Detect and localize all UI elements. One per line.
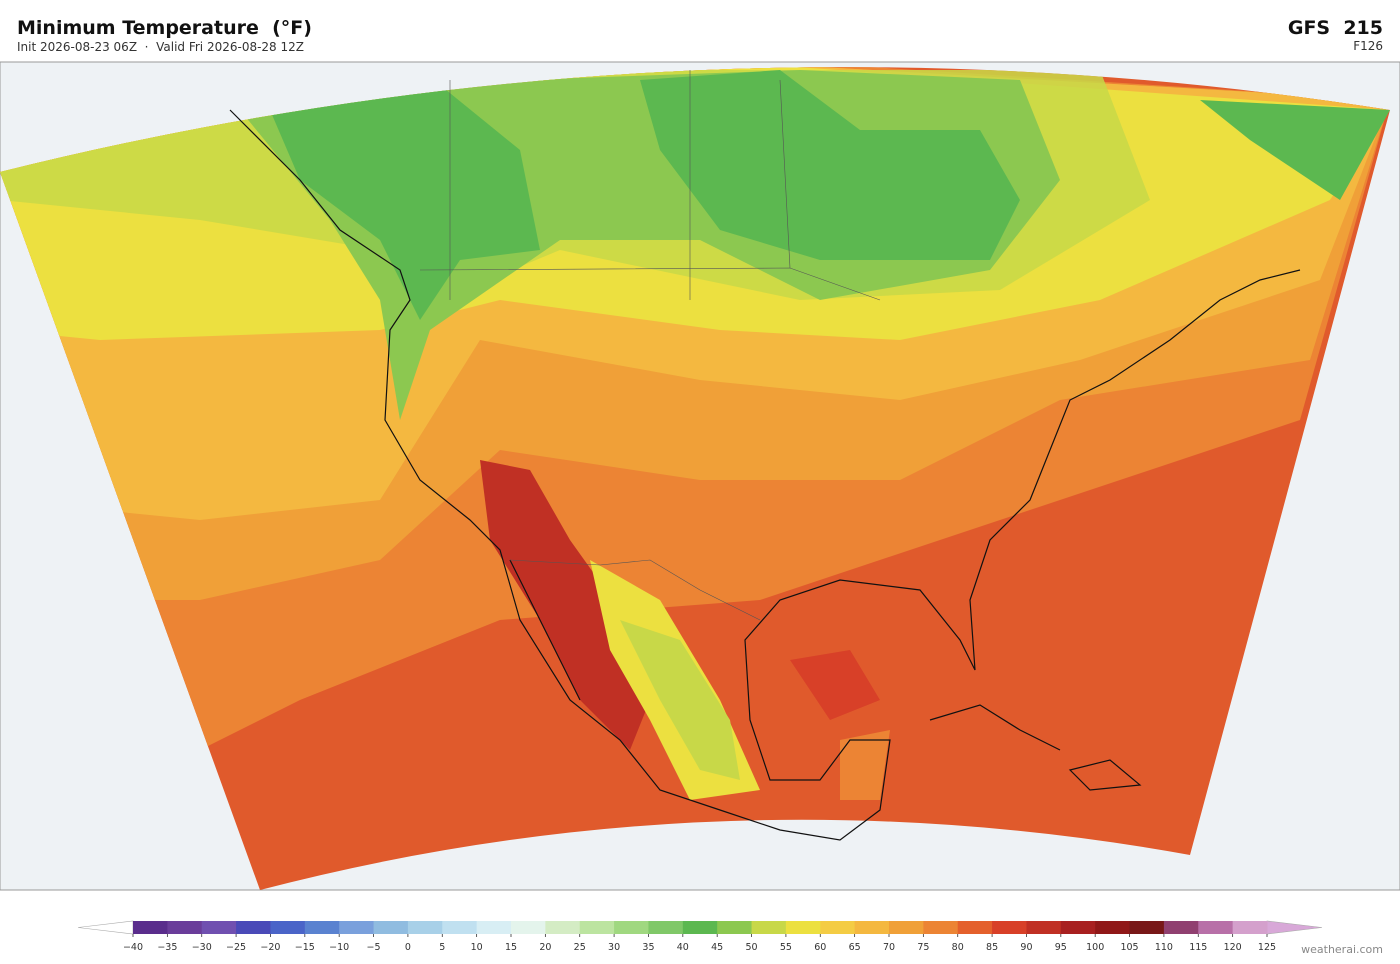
colorbar-tick-label: 100 [1086, 942, 1104, 953]
model-label: GFS 215 [1288, 17, 1383, 39]
colorbar-tick-label: 5 [439, 942, 445, 953]
colorbar-swatch [889, 921, 924, 934]
colorbar-tick-label: −25 [226, 942, 246, 953]
colorbar-swatch [373, 921, 409, 934]
colorbar-swatch [1026, 921, 1062, 934]
colorbar-swatch [820, 921, 856, 934]
colorbar-over [1266, 920, 1323, 935]
colorbar-tick-label: 40 [677, 942, 689, 953]
colorbar-swatch [545, 921, 581, 934]
title: Minimum Temperature (°F) [17, 17, 312, 39]
colorbar-tick-label: 90 [1020, 942, 1032, 953]
colorbar-swatch [1198, 921, 1234, 934]
colorbar-swatch [511, 921, 546, 934]
colorbar-swatch [339, 921, 375, 934]
colorbar-tick-label: 120 [1224, 942, 1242, 953]
colorbar-tick-label: 85 [986, 942, 998, 953]
colorbar-tick-label: −10 [329, 942, 349, 953]
colorbar-tick-label: −20 [260, 942, 280, 953]
colorbar-tick-label: 55 [780, 942, 792, 953]
colorbar-tick-label: −5 [367, 942, 381, 953]
colorbar-swatch [785, 921, 821, 934]
subtitle: Init 2026-08-23 06Z · Valid Fri 2026-08-… [17, 40, 304, 54]
colorbar-tick-label: 10 [471, 942, 483, 953]
colorbar-swatch [854, 921, 890, 934]
colorbar-tick-label: 50 [745, 942, 757, 953]
coastlines [229, 109, 1301, 841]
colorbar-swatch [1163, 921, 1199, 934]
colorbar-tick-label: 115 [1189, 942, 1207, 953]
colorbar-swatch [648, 921, 684, 934]
colorbar-tick-label: 125 [1258, 942, 1276, 953]
colorbar-tick-label: −35 [157, 942, 177, 953]
colorbar-swatch [304, 921, 340, 934]
colorbar-under [77, 920, 134, 935]
colorbar-swatch [751, 921, 787, 934]
colorbar-tick-label: 30 [608, 942, 620, 953]
colorbar-swatch [167, 921, 203, 934]
colorbar-swatch [1232, 921, 1268, 934]
colorbar-tick-label: 20 [539, 942, 551, 953]
colorbar-tick-label: 75 [917, 942, 929, 953]
colorbar-swatch [923, 921, 959, 934]
colorbar-tick-label: −15 [295, 942, 315, 953]
colorbar: −40 −35 −30 −25 −20 −15 −10 −5 0 5 10 15 20 25 30 35 40 4… [77, 920, 1323, 953]
colorbar-swatch [133, 921, 168, 934]
colorbar-tick-label: 110 [1155, 942, 1173, 953]
colorbar-swatch [236, 921, 271, 934]
colorbar-tick-label: 35 [642, 942, 654, 953]
colorbar-tick-label: 65 [849, 942, 861, 953]
colorbar-swatch [717, 921, 753, 934]
colorbar-tick-label: 95 [1055, 942, 1067, 953]
colorbar-tick-label: −30 [192, 942, 212, 953]
colorbar-swatch [1095, 921, 1131, 934]
temperature-field [0, 67, 1390, 891]
colorbar-tick-label: 25 [574, 942, 586, 953]
colorbar-tick-label: 0 [405, 942, 411, 953]
colorbar-swatch [476, 921, 512, 934]
colorbar-tick-label: 60 [814, 942, 826, 953]
colorbar-swatch [442, 921, 478, 934]
colorbar-tick-label: 45 [711, 942, 723, 953]
credit: weatherai.com [1301, 943, 1383, 956]
colorbar-swatch [682, 921, 718, 934]
borders [419, 70, 881, 621]
forecast-hour: F126 [1353, 39, 1383, 53]
colorbar-swatch [1129, 921, 1165, 934]
colorbar-tick-label: 70 [883, 942, 895, 953]
colorbar-swatch [1060, 921, 1096, 934]
colorbar-swatch [201, 921, 237, 934]
colorbar-swatch [579, 921, 615, 934]
colorbar-swatch [614, 921, 649, 934]
colorbar-swatch [407, 921, 443, 934]
colorbar-tick-label: 80 [952, 942, 964, 953]
colorbar-tick-label: 15 [505, 942, 517, 953]
colorbar-swatch [957, 921, 993, 934]
colorbar-swatch [270, 921, 306, 934]
colorbar-tick-label: −40 [123, 942, 143, 953]
colorbar-tick-label: 105 [1120, 942, 1138, 953]
colorbar-swatch [992, 921, 1027, 934]
